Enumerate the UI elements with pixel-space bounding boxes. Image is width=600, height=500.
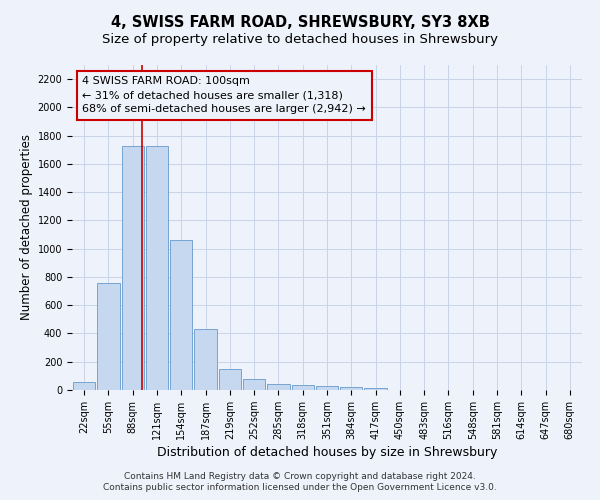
Bar	[122, 146, 144, 390]
Text: Contains HM Land Registry data © Crown copyright and database right 2024.
Contai: Contains HM Land Registry data © Crown c…	[103, 472, 497, 492]
Bar	[316, 386, 338, 390]
Bar	[292, 385, 314, 390]
Bar	[340, 387, 362, 390]
Bar	[97, 282, 119, 390]
Text: 4, SWISS FARM ROAD, SHREWSBURY, SY3 8XB: 4, SWISS FARM ROAD, SHREWSBURY, SY3 8XB	[110, 15, 490, 30]
Bar	[364, 388, 387, 390]
Text: Size of property relative to detached houses in Shrewsbury: Size of property relative to detached ho…	[102, 32, 498, 46]
X-axis label: Distribution of detached houses by size in Shrewsbury: Distribution of detached houses by size …	[157, 446, 497, 459]
Y-axis label: Number of detached properties: Number of detached properties	[20, 134, 34, 320]
Bar	[267, 384, 290, 390]
Bar	[194, 329, 217, 390]
Text: 4 SWISS FARM ROAD: 100sqm
← 31% of detached houses are smaller (1,318)
68% of se: 4 SWISS FARM ROAD: 100sqm ← 31% of detac…	[82, 76, 366, 114]
Bar	[170, 240, 193, 390]
Bar	[218, 369, 241, 390]
Bar	[73, 382, 95, 390]
Bar	[146, 146, 168, 390]
Bar	[243, 378, 265, 390]
